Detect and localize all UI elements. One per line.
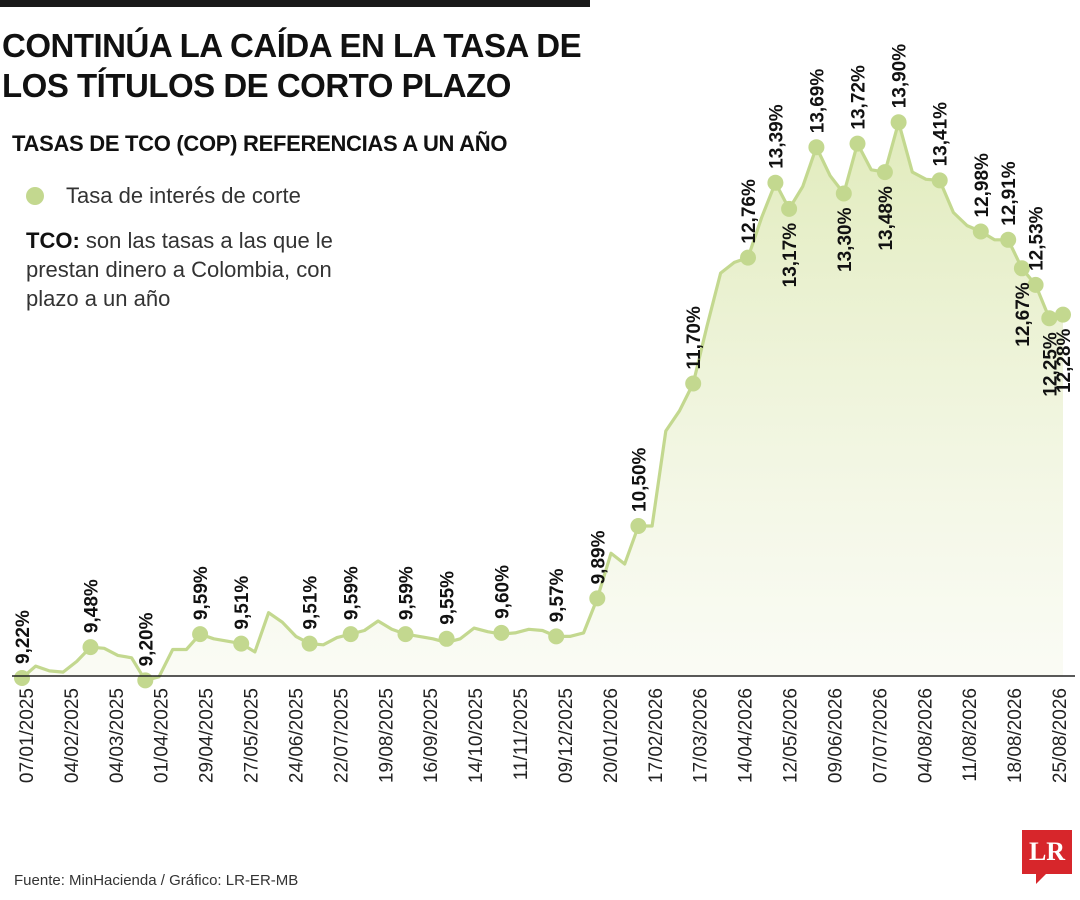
- data-point: [740, 249, 756, 266]
- note-term: TCO:: [26, 228, 80, 253]
- data-label: 12,91%: [999, 161, 1020, 226]
- data-point: [589, 590, 606, 607]
- data-point: [849, 135, 866, 152]
- x-tick-label: 09/06/2026: [825, 688, 846, 783]
- data-point: [493, 624, 510, 641]
- data-point: [808, 139, 825, 156]
- legend: Tasa de interés de corte: [26, 183, 301, 209]
- x-tick-label: 04/02/2025: [62, 688, 83, 783]
- data-label: 9,89%: [588, 530, 609, 584]
- x-tick-label: 14/04/2026: [736, 688, 757, 783]
- top-rule: [0, 0, 590, 7]
- data-point: [1055, 306, 1071, 323]
- data-label: 12,53%: [1027, 206, 1048, 271]
- definition-note: TCO: son las tasas a las que le prestan …: [26, 226, 356, 313]
- note-text: son las tasas a las que le prestan diner…: [26, 228, 333, 311]
- data-point: [438, 630, 455, 647]
- data-label: 13,30%: [835, 207, 856, 272]
- data-point: [397, 626, 414, 643]
- data-point: [1013, 260, 1030, 277]
- x-tick-label: 01/04/2025: [152, 688, 173, 783]
- data-label: 9,48%: [82, 579, 103, 633]
- data-point: [890, 114, 907, 131]
- data-label: 13,72%: [849, 65, 870, 130]
- x-tick-label: 27/05/2025: [242, 688, 263, 783]
- data-label: 13,48%: [876, 186, 897, 251]
- data-label: 12,67%: [1013, 282, 1034, 347]
- x-tick-label: 19/08/2025: [376, 688, 397, 783]
- logo-box: [1022, 830, 1072, 874]
- x-tick-label: 16/09/2025: [421, 688, 442, 783]
- x-tick-label: 12/05/2026: [781, 688, 802, 783]
- data-label: 9,51%: [301, 576, 322, 630]
- x-tick-label: 11/08/2026: [960, 688, 981, 782]
- data-point: [1041, 310, 1058, 327]
- data-label: 9,59%: [191, 566, 212, 620]
- data-label: 12,76%: [739, 179, 760, 244]
- chart-subtitle: TASAS DE TCO (COP) REFERENCIAS A UN AÑO: [12, 131, 508, 156]
- x-tick-label: 20/01/2026: [601, 688, 622, 783]
- data-label: 9,59%: [397, 566, 418, 620]
- data-point: [1027, 276, 1044, 293]
- data-point: [972, 223, 989, 240]
- data-label: 13,90%: [890, 44, 911, 109]
- chart-title: CONTINÚA LA CAÍDA EN LA TASA DE LOS TÍTU…: [2, 27, 582, 104]
- legend-label: Tasa de interés de corte: [66, 183, 301, 208]
- data-point: [301, 635, 318, 652]
- x-tick-label: 29/04/2025: [197, 688, 218, 783]
- data-point: [685, 375, 702, 392]
- data-label: 13,17%: [780, 223, 801, 288]
- data-label: 9,20%: [136, 612, 157, 666]
- data-point: [14, 670, 30, 686]
- x-tick-label: 07/01/2025: [17, 688, 38, 783]
- x-tick-label: 18/08/2026: [1005, 688, 1026, 783]
- data-point: [82, 639, 99, 656]
- x-tick-label: 04/08/2026: [915, 688, 936, 783]
- data-label: 13,69%: [807, 69, 828, 134]
- data-point: [767, 174, 784, 191]
- source-note: Fuente: MinHacienda / Gráfico: LR-ER-MB: [14, 872, 299, 889]
- data-label: 11,70%: [684, 306, 705, 369]
- x-tick-label: 14/10/2025: [466, 688, 487, 783]
- data-label: 9,51%: [232, 576, 253, 630]
- data-point: [931, 172, 948, 189]
- data-label: 9,22%: [13, 610, 34, 664]
- area-fill: [22, 122, 1063, 681]
- data-point: [630, 518, 647, 534]
- data-label: 9,59%: [342, 566, 363, 620]
- data-label: 13,41%: [931, 102, 952, 167]
- legend-marker-icon: [26, 187, 44, 205]
- data-label: 9,55%: [438, 571, 459, 625]
- data-point: [137, 672, 154, 689]
- x-tick-label: 24/06/2025: [287, 688, 308, 783]
- data-label: 12,25%: [1040, 332, 1061, 397]
- x-tick-label: 04/03/2025: [107, 688, 128, 783]
- data-label: 10,50%: [629, 447, 650, 512]
- x-tick-label: 07/07/2026: [870, 688, 891, 783]
- x-tick-label: 09/12/2025: [556, 688, 577, 783]
- data-point: [192, 626, 209, 643]
- x-tick-label: 22/07/2025: [331, 688, 352, 783]
- x-tick-label: 11/11/2025: [511, 688, 532, 780]
- data-point: [876, 164, 893, 181]
- data-point: [233, 635, 250, 652]
- x-tick-label: 25/08/2026: [1050, 688, 1071, 783]
- data-label: 9,60%: [492, 565, 513, 619]
- data-point: [781, 200, 798, 217]
- data-label: 9,57%: [547, 568, 568, 622]
- data-label: 12,98%: [972, 153, 993, 218]
- data-point: [342, 626, 359, 643]
- lr-logo: LR: [1022, 830, 1072, 884]
- data-point: [835, 185, 852, 202]
- x-tick-label: 17/02/2026: [646, 688, 667, 783]
- logo-tail: [1036, 874, 1046, 884]
- data-label: 12,28%: [1054, 329, 1075, 394]
- logo-text: LR: [1028, 837, 1066, 866]
- data-point: [548, 628, 565, 645]
- x-tick-label: 17/03/2026: [691, 688, 712, 783]
- data-point: [1000, 231, 1017, 248]
- data-label: 13,39%: [766, 104, 787, 169]
